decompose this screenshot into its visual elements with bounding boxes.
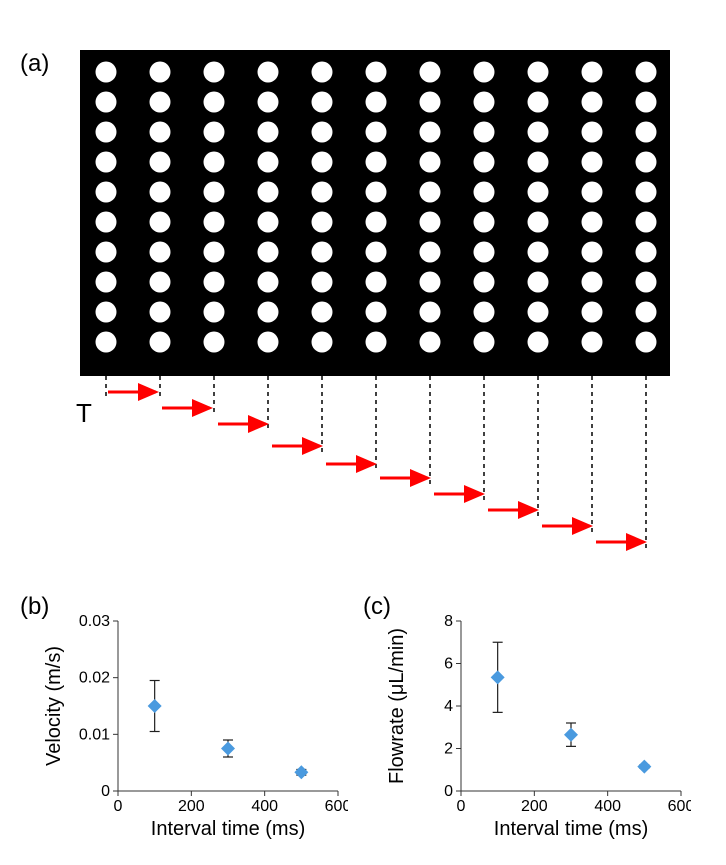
chart-b-svg: 0 200 400 600 0 0.01 0.02 0.03 Interval time (ms… xyxy=(40,611,348,845)
svg-text:200: 200 xyxy=(521,798,548,815)
svg-text:0.03: 0.03 xyxy=(79,613,110,630)
panel-a: T xyxy=(80,50,706,581)
svg-text:0: 0 xyxy=(444,783,453,800)
svg-text:Interval time (ms): Interval time (ms) xyxy=(494,818,648,840)
svg-text:600: 600 xyxy=(325,798,348,815)
svg-text:8: 8 xyxy=(444,613,453,630)
dot-array-svg xyxy=(80,50,670,376)
chart-c-svg: 0 200 400 600 0 2 4 6 8 Interval time (ms) Flowrat… xyxy=(383,611,691,845)
svg-text:200: 200 xyxy=(178,798,205,815)
arrow-region: T xyxy=(80,376,706,581)
svg-text:6: 6 xyxy=(444,656,453,673)
figure: (a) T (b) 020040060000.010.020.03Interva… xyxy=(20,50,706,845)
svg-text:Flowrate (μL/min): Flowrate (μL/min) xyxy=(386,628,408,784)
svg-text:Interval time (ms): Interval time (ms) xyxy=(151,818,305,840)
panel-label-a: (a) xyxy=(20,50,49,78)
svg-text:0: 0 xyxy=(457,798,466,815)
svg-text:400: 400 xyxy=(594,798,621,815)
svg-text:0.01: 0.01 xyxy=(79,726,110,743)
panel-label-b: (b) xyxy=(20,593,49,621)
svg-text:0: 0 xyxy=(101,783,110,800)
svg-text:400: 400 xyxy=(251,798,278,815)
charts-row: (b) 020040060000.010.020.03Interval time… xyxy=(20,593,706,845)
svg-text:4: 4 xyxy=(444,698,453,715)
arrows-svg xyxy=(80,376,670,576)
svg-text:2: 2 xyxy=(444,741,453,758)
chart-cell-b: (b) 0 200 400 600 0 0.01 0.02 0.03 Interval time… xyxy=(20,593,363,845)
chart-cell-c: (c) 0 200 400 600 0 2 4 6 8 Interval time (ms) Flo… xyxy=(363,593,706,845)
svg-text:Velocity (m/s): Velocity (m/s) xyxy=(43,646,65,766)
svg-text:600: 600 xyxy=(668,798,691,815)
svg-text:0: 0 xyxy=(114,798,123,815)
time-label-T: T xyxy=(76,398,92,429)
svg-text:0.02: 0.02 xyxy=(79,670,110,687)
panel-label-c: (c) xyxy=(363,593,391,621)
